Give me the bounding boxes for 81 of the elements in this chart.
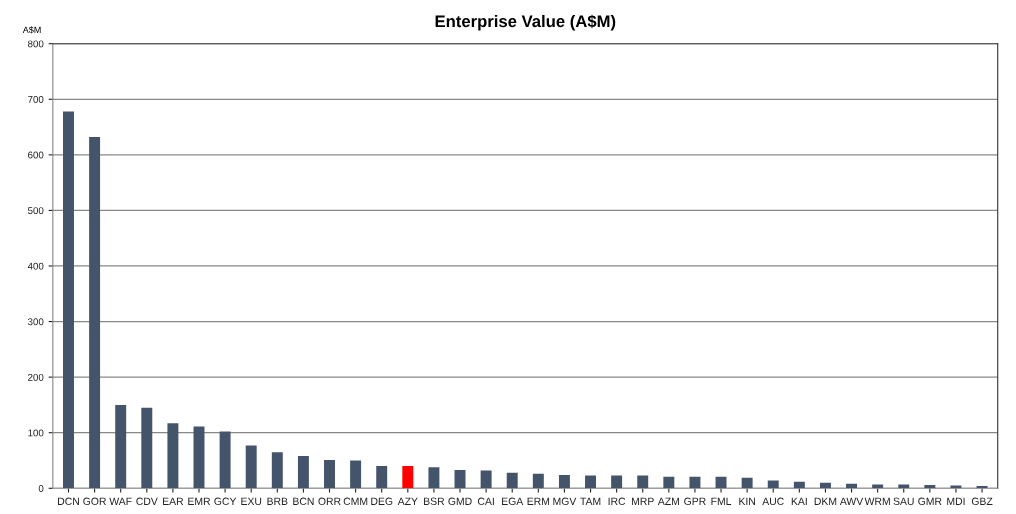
x-tick-label: TAM [580, 497, 601, 505]
y-tick-label: 0 [38, 485, 44, 492]
bar [350, 460, 362, 489]
y-tick-label: 100 [28, 429, 44, 437]
y-tick-label: 600 [28, 151, 44, 159]
x-tick-label: MRP [632, 497, 654, 505]
bar [167, 423, 179, 489]
x-tick-label: KIN [739, 497, 755, 505]
bar [480, 470, 492, 489]
bar [898, 484, 910, 489]
bar [245, 445, 257, 489]
bar [89, 137, 101, 489]
bar [585, 475, 597, 489]
x-tick-label: BSR [424, 497, 445, 505]
bar [297, 456, 309, 489]
x-tick-label: FML [711, 497, 732, 505]
bar [428, 467, 440, 489]
x-tick-label: WAF [109, 497, 132, 505]
x-tick-label: GMD [448, 497, 472, 505]
bar [819, 482, 831, 489]
bar [506, 472, 518, 489]
bar [611, 475, 623, 489]
y-tick-label: 400 [27, 262, 44, 270]
bar [271, 452, 283, 489]
x-tick-label: MDI [947, 497, 965, 505]
bar [115, 404, 127, 489]
x-tick-label: EGA [502, 497, 524, 505]
bar [141, 407, 153, 489]
x-tick-label: DKM [814, 497, 837, 505]
y-tick-label: 200 [28, 373, 44, 381]
bar [846, 483, 858, 489]
x-tick-label: EXU [241, 497, 262, 505]
x-tick-label: AZM [657, 497, 679, 505]
bar [689, 476, 701, 489]
bar [454, 469, 466, 489]
x-tick-label: BRB [267, 497, 288, 505]
x-tick-label: BCN [293, 497, 314, 505]
y-tick-label: 700 [28, 96, 44, 103]
x-tick-label: KAI [791, 497, 807, 505]
x-tick-label: ERM [527, 497, 550, 505]
x-tick-label: EMR [188, 497, 211, 505]
x-tick-label: CDV [136, 497, 158, 505]
x-tick-label: AUC [762, 497, 784, 505]
y-tick-label: 800 [28, 40, 44, 48]
y-tick-label: 300 [27, 318, 44, 326]
x-tick-label: GPR [684, 497, 706, 505]
x-tick-label: IRC [608, 497, 626, 505]
bar [324, 459, 335, 489]
x-tick-label: CMM [343, 497, 368, 505]
y-tick-label: 500 [27, 207, 44, 215]
x-tick-label: CAI [477, 497, 494, 505]
bar [193, 426, 205, 489]
x-tick-label: AWV [839, 497, 864, 505]
bar [63, 111, 74, 489]
bar [376, 466, 388, 489]
bar [637, 475, 649, 489]
x-tick-label: AZY [397, 497, 418, 505]
bar [715, 476, 727, 489]
y-axis-title: A$M [22, 26, 41, 34]
x-tick-label: DEG [371, 497, 393, 505]
bar [663, 476, 675, 489]
x-tick-label: WRM [864, 497, 890, 505]
bar [402, 466, 414, 489]
bar [793, 481, 805, 489]
bar [872, 484, 884, 489]
bar [767, 480, 779, 489]
bar [558, 474, 570, 489]
chart-title: Enterprise Value (A$M) [435, 14, 616, 31]
x-tick-label: GCY [214, 497, 237, 505]
bar [532, 473, 544, 489]
x-tick-label: EAR [163, 497, 184, 505]
x-tick-label: GMR [918, 497, 942, 505]
x-tick-label: GBZ [971, 497, 993, 505]
bar [741, 477, 753, 489]
x-tick-label: MGV [553, 497, 577, 505]
bar [976, 486, 988, 489]
x-tick-label: SAU [893, 497, 914, 505]
bar [219, 431, 231, 489]
x-tick-label: GOR [83, 497, 106, 505]
x-tick-label: DCN [58, 497, 79, 505]
x-tick-label: ORR [318, 497, 341, 505]
